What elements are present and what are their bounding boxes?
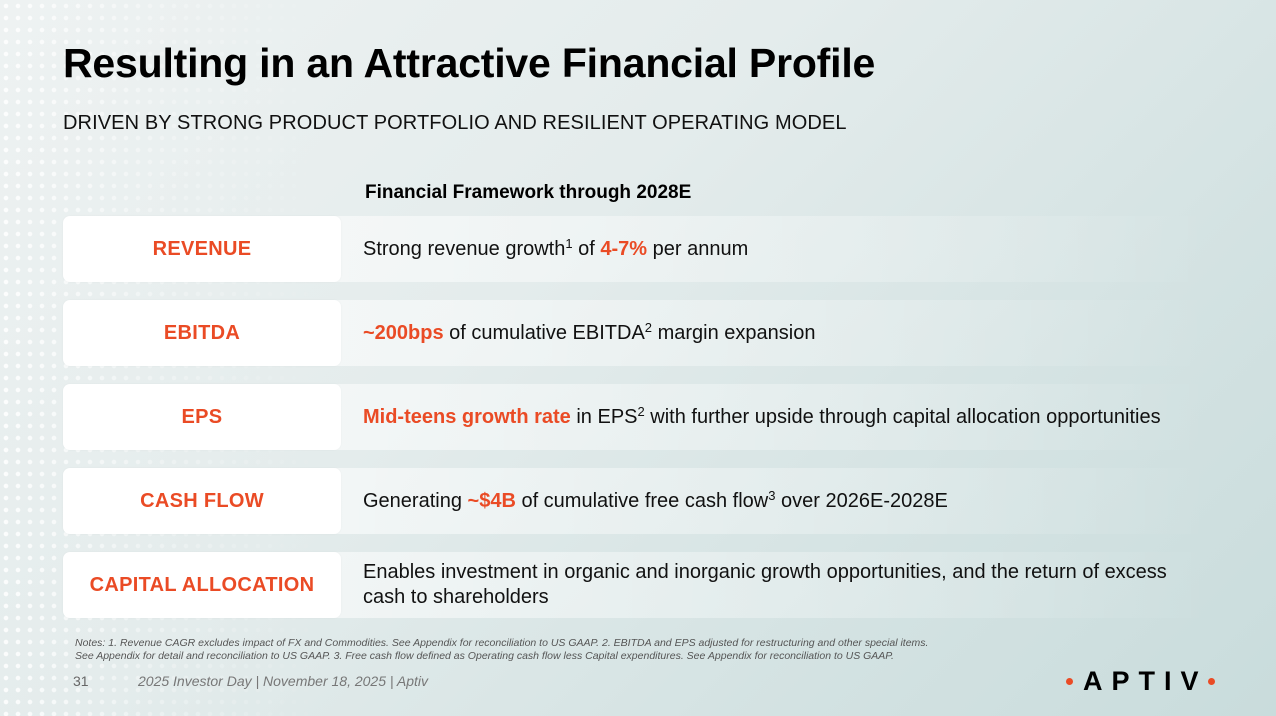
logo-dot-icon [1066, 678, 1073, 685]
highlight-value: 4-7% [600, 237, 648, 260]
highlight-value: ~200bps [363, 321, 444, 344]
row-description-ebitda: ~200bps of cumulative EBITDA2 margin exp… [363, 319, 816, 344]
footnotes: Notes: 1. Revenue CAGR excludes impact o… [75, 637, 928, 663]
row-description-capital-allocation: Enables investment in organic and inorga… [363, 561, 1167, 608]
framework-row-capital-allocation: CAPITAL ALLOCATION Enables investment in… [63, 552, 1213, 618]
framework-row-eps: EPS Mid-teens growth rate in EPS2 with f… [63, 384, 1213, 450]
row-label-ebitda: EBITDA [63, 300, 341, 366]
aptiv-logo: APTIV [1066, 666, 1215, 697]
footnote-line: Notes: 1. Revenue CAGR excludes impact o… [75, 637, 929, 649]
row-description-eps: Mid-teens growth rate in EPS2 with furth… [363, 403, 1161, 428]
event-footer: 2025 Investor Day | November 18, 2025 | … [138, 673, 429, 689]
highlight-value: ~$4B [467, 489, 516, 512]
row-label-revenue: REVENUE [63, 216, 341, 282]
page-subtitle: DRIVEN BY STRONG PRODUCT PORTFOLIO AND R… [63, 112, 847, 134]
framework-row-ebitda: EBITDA ~200bps of cumulative EBITDA2 mar… [63, 300, 1213, 366]
row-description-cash-flow: Generating ~$4B of cumulative free cash … [363, 487, 948, 512]
framework-heading: Financial Framework through 2028E [365, 182, 692, 203]
row-label-eps: EPS [63, 384, 341, 450]
row-label-cash-flow: CASH FLOW [63, 468, 341, 534]
page-title: Resulting in an Attractive Financial Pro… [63, 40, 876, 86]
footnote-ref: 1 [565, 235, 573, 251]
framework-row-cash-flow: CASH FLOW Generating ~$4B of cumulative … [63, 468, 1213, 534]
framework-row-revenue: REVENUE Strong revenue growth1 of 4-7% p… [63, 216, 1213, 282]
footnote-line: See Appendix for detail and reconciliati… [75, 650, 894, 662]
logo-wordmark: APTIV [1083, 666, 1208, 696]
footnote-ref: 2 [644, 319, 653, 335]
footnote-ref: 3 [768, 487, 776, 503]
logo-dot-icon [1207, 678, 1215, 685]
page-number: 31 [73, 673, 89, 689]
highlight-value: Mid-teens growth rate [363, 405, 571, 428]
row-description-revenue: Strong revenue growth1 of 4-7% per annum [363, 235, 749, 260]
row-label-capital-allocation: CAPITAL ALLOCATION [63, 552, 341, 618]
footnote-ref: 2 [637, 403, 645, 419]
